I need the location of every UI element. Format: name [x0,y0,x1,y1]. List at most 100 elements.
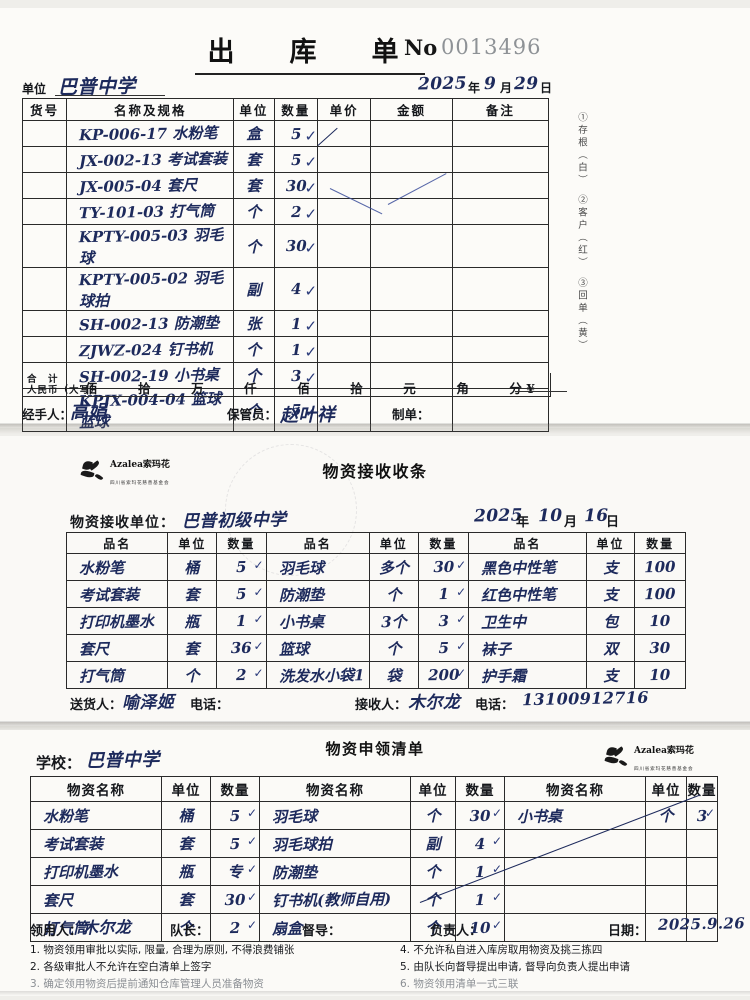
paper-seam-1 [0,424,750,434]
doc2-date-day-label: 日 [606,515,620,530]
cell-q3: 3 ✓ [686,801,718,830]
table-row: 水粉笔桶 5 ✓ 羽毛球 多个 30 ✓ 黑色中性笔支 100 [65,553,686,581]
cell-q2: 1 ✓ [417,580,470,608]
cell-remark [451,146,550,173]
cell-n2: 羽毛球 [265,553,370,581]
doc3-col-unit-2: 单位 [410,776,456,802]
cell-qty: 30 ✓ [273,172,319,199]
cell-u2: 个 [368,580,419,608]
cell-name: SH-002-19 小书桌 [66,362,235,389]
cell-u1: 瓶 [167,607,218,635]
table-row: 打气筒个 2 ✓ 扇盒个 10 ✓ [30,913,718,942]
doc2-table-header-row: 品名 单位 数量 品名 单位 数量 品名 单位 数量 [65,532,686,554]
doc1-unit-underline [55,95,165,96]
cell-q3 [686,857,718,886]
cell-q3: 10 [634,661,686,689]
cell-amount [370,146,453,173]
table-row: 打印机墨水瓶 1 ✓ 小书桌 3个 3 ✓ 卫生中包 10 [65,607,686,635]
cell-n2: 篮球 [265,634,370,662]
cell-n2: 羽毛球拍 [259,829,411,858]
doc1-denomination-row: 佰 拾 万 仟 佰 拾 元 角 分 ¥ [85,378,535,397]
table-row: TY-101-03 打气筒个 2 ✓ [21,198,550,225]
doc3-col-qty-2: 数量 [455,776,505,802]
cell-q3 [686,913,718,942]
doc3-col-name-3: 物资名称 [504,776,646,802]
cell-n3: 红色中性笔 [468,580,587,608]
doc2-col-qty-3: 数量 [634,532,686,554]
cell-n1: 套尺 [30,885,162,914]
doc1-amount-underline [515,391,567,392]
cell-n1: 套尺 [65,634,169,662]
cell-price [317,267,372,311]
doc1-col-unit: 单位 [233,98,275,121]
table-row: SH-002-13 防潮垫张 1 ✓ [21,310,550,337]
table-row: 打印机墨水瓶专 ✓ 防潮垫个 1 ✓ [30,857,718,886]
cell-q1: 5 ✓ [210,829,260,858]
doc2-deliverer-signature: 喻泽姬 [121,692,175,714]
cell-q2: 1 ✓ [455,885,505,914]
cell-n3 [504,913,646,942]
cell-u3 [645,913,687,942]
cell-n2: 羽毛球 [259,801,411,830]
document-receiving-receipt: Azalea索玛花 四川省索玛花慈善基金会 物资接收收条 物资接收单位： 巴普初… [0,436,750,726]
table-row: JX-005-04 套尺套 30 ✓ [21,172,550,199]
doc3-notes-right: 4. 不允许私自进入库房取用物资及挑三拣四 5. 由队长向督导提出申请, 督导向负… [400,942,740,993]
cell-u2: 个 [410,913,456,942]
cell-q3: 100 [634,553,686,581]
doc1-col-price: 单价 [317,98,372,121]
doc1-total-label-line1: 合 计 [27,374,59,385]
cell-name: JX-005-04 套尺 [66,172,235,199]
doc3-col-qty-3: 数量 [686,776,718,802]
cell-n3: 护手霜 [468,661,587,689]
doc2-receiving-unit-value: 巴普初级中学 [181,509,287,532]
table-row: KPTY-005-03 羽毛球个 30 ✓ [21,224,550,268]
cell-u1: 套 [161,885,211,914]
doc3-school-label: 学校： [36,754,82,772]
denomination-char: 元 [403,381,416,396]
doc3-school-value: 巴普中学 [85,749,160,772]
cell-u2: 多个 [368,553,419,581]
doc3-applicant-label: 领用人： [30,924,83,939]
cell-u1: 个 [167,661,218,689]
doc1-date-day-label: 日 [540,81,553,95]
doc1-maker-label: 制单： [392,407,430,422]
cell-unit: 盒 [233,120,275,147]
cell-q2: 200 ✓ [417,661,470,689]
cell-unit: 个 [233,362,275,389]
cell-q1: 1 ✓ [216,607,267,635]
cell-unit: 套 [233,172,275,199]
doc1-date-month: 9 [483,73,497,95]
cell-n2: 钉书机(教师自用) [259,885,411,914]
doc1-total-label: 合 计 人民币（大写） [27,374,101,396]
cell-u3: 个 [645,801,687,830]
denomination-char: 佰 [297,381,310,396]
cell-u3: 支 [585,580,636,608]
cell-u3: 包 [585,607,636,635]
cell-u1: 套 [161,829,211,858]
cell-n1: 水粉笔 [30,801,162,830]
doc2-phone2-value: 13100912716 [521,687,650,710]
cell-u3 [645,829,687,858]
cell-remark [451,172,550,199]
cell-q1: 5 ✓ [216,580,267,608]
doc2-col-unit-3: 单位 [585,532,636,554]
note-line: 5. 由队长向督导提出申请, 督导向负责人提出申请 [400,961,631,973]
doc2-deliverer-label: 送货人： [70,698,123,713]
cell-q1: 36 ✓ [216,634,267,662]
table-row: 水粉笔桶 5 ✓ 羽毛球个 30 ✓ 小书桌个 3 ✓ [30,801,718,830]
cell-n2: 防潮垫 [259,857,411,886]
cell-q1: 5 ✓ [210,801,260,830]
cell-amount [370,267,453,311]
cell-price [317,310,372,337]
cell-name: ZJWZ-024 钉书机 [66,336,235,363]
cell-q2: 4 ✓ [455,829,505,858]
table-row: JX-002-13 考试套装套 5 ✓ [21,146,550,173]
cell-code [21,310,68,337]
cell-name: KPTY-005-03 羽毛球 [66,224,235,268]
cell-unit: 个 [233,224,275,268]
cell-u3: 支 [585,553,636,581]
cell-remark [451,267,550,311]
doc2-date-day: 16 [583,505,609,527]
cell-u3 [645,885,687,914]
